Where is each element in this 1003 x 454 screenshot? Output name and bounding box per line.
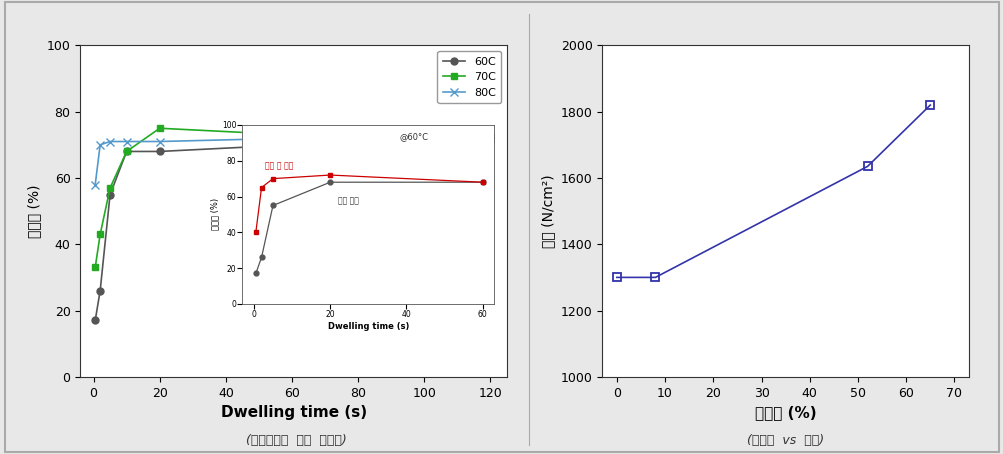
80C — [104, 139, 116, 144]
60C — [104, 192, 116, 197]
Y-axis label: 강도 (N/cm²): 강도 (N/cm²) — [541, 174, 555, 248]
70C — [104, 185, 116, 191]
60C — [286, 142, 298, 148]
80C — [94, 142, 106, 148]
70C — [94, 232, 106, 237]
Legend: 60C, 70C, 80C: 60C, 70C, 80C — [437, 51, 500, 103]
Line: 70C: 70C — [91, 125, 493, 271]
Y-axis label: 함침율 (%): 함침율 (%) — [27, 184, 41, 238]
60C — [89, 318, 101, 323]
X-axis label: 함침율 (%): 함침율 (%) — [754, 405, 815, 420]
60C — [153, 149, 165, 154]
Line: 80C: 80C — [91, 134, 494, 189]
Line: 60C: 60C — [91, 135, 493, 324]
70C — [120, 149, 132, 154]
60C — [94, 288, 106, 293]
70C — [153, 125, 165, 131]
80C — [286, 135, 298, 141]
X-axis label: Dwelling time (s): Dwelling time (s) — [221, 405, 366, 420]
Text: (함침시간에  따른  함침율): (함침시간에 따른 함침율) — [246, 434, 346, 447]
60C — [484, 135, 496, 141]
80C — [120, 139, 132, 144]
80C — [484, 135, 496, 141]
60C — [120, 149, 132, 154]
70C — [286, 132, 298, 138]
70C — [484, 132, 496, 138]
80C — [89, 182, 101, 188]
70C — [89, 265, 101, 270]
Text: (함침율  vs  강도): (함침율 vs 강도) — [746, 434, 822, 447]
80C — [153, 139, 165, 144]
